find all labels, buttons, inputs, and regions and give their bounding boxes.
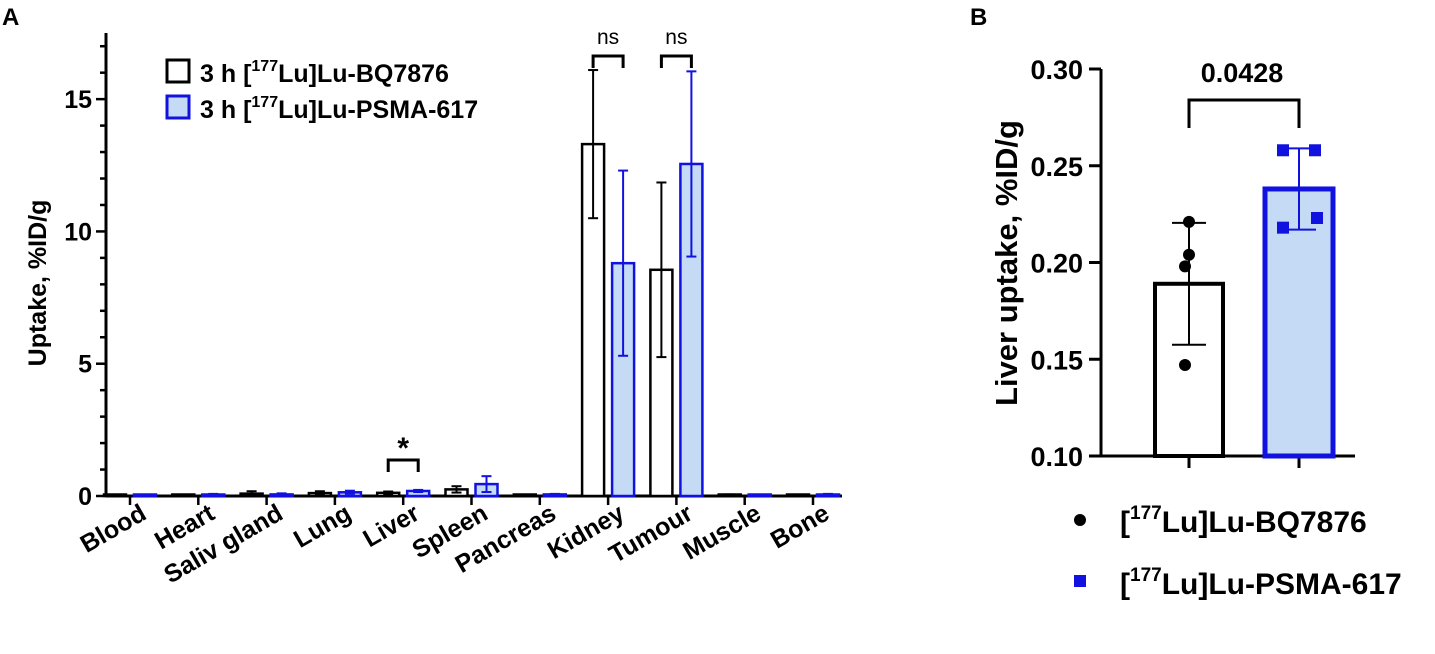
significance-bracket xyxy=(591,54,625,68)
panel-a-label: A xyxy=(2,4,19,31)
panel-b-legend: [177Lu]Lu-BQ7876 [177Lu]Lu-PSMA-617 xyxy=(1074,503,1402,601)
significance-bracket xyxy=(386,458,420,472)
legend-marker-bq7876 xyxy=(1074,514,1086,526)
y-tick-label: 15 xyxy=(64,86,92,114)
x-tick-label: Muscle xyxy=(678,499,765,566)
panel-b-label: B xyxy=(970,4,987,31)
y-tick-label: 5 xyxy=(78,351,92,379)
panel-a-annotations: * ns ns xyxy=(386,26,693,472)
legend-label-b-psma617: [177Lu]Lu-PSMA-617 xyxy=(1120,565,1402,601)
panel-b-bars xyxy=(1153,147,1336,459)
y-tick-label: 0.10 xyxy=(1030,442,1083,472)
panel-a-y-axis-label: Uptake, %ID/g xyxy=(24,200,52,367)
x-tick-label: Lung xyxy=(289,499,356,554)
y-tick-label: 0.15 xyxy=(1030,345,1083,375)
panel-b-chart: B Liver uptake, %ID/g 0.100.150.200.250.… xyxy=(970,4,1402,601)
data-point xyxy=(1183,215,1195,228)
panel-b-y-axis-label: Liver uptake, %ID/g xyxy=(989,120,1024,406)
data-point xyxy=(1277,221,1289,234)
y-tick-label: 0.20 xyxy=(1030,249,1083,279)
panel-b-axes: 0.10 0.15 0.20 0.25 0.30 xyxy=(1030,55,1355,472)
data-point xyxy=(1309,144,1321,157)
legend-label-b-bq7876: [177Lu]Lu-BQ7876 xyxy=(1120,503,1367,539)
panel-b-points xyxy=(1179,144,1323,372)
legend-swatch-psma617 xyxy=(165,94,191,120)
y-tick-label: 0.25 xyxy=(1030,152,1083,182)
panel-b-annotations: 0.0428 xyxy=(1187,58,1301,128)
data-point xyxy=(1179,359,1191,372)
significance-bracket xyxy=(659,54,693,68)
significance-label: * xyxy=(397,432,409,465)
x-tick-label: Bone xyxy=(766,499,834,555)
data-point xyxy=(1179,260,1191,273)
significance-label: ns xyxy=(597,26,619,49)
panel-a-bars xyxy=(102,69,841,498)
y-tick-label: 0 xyxy=(78,483,92,511)
panel-a-legend: 3 h [177Lu]Lu-BQ7876 3 h [177Lu]Lu-PSMA-… xyxy=(165,58,478,124)
legend-label-bq7876: 3 h [177Lu]Lu-BQ7876 xyxy=(200,58,449,88)
data-point xyxy=(1311,211,1323,224)
legend-marker-psma617 xyxy=(1074,575,1086,587)
bar xyxy=(1262,186,1336,459)
legend-label-psma617: 3 h [177Lu]Lu-PSMA-617 xyxy=(200,94,478,124)
significance-bracket xyxy=(1187,98,1301,128)
data-point xyxy=(1183,248,1195,261)
significance-label: ns xyxy=(665,26,687,49)
y-tick-label: 10 xyxy=(64,218,92,246)
legend-swatch-bq7876 xyxy=(165,58,191,84)
data-point xyxy=(1277,144,1289,157)
y-tick-label: 0.30 xyxy=(1030,55,1083,85)
p-value-label: 0.0428 xyxy=(1201,58,1284,88)
